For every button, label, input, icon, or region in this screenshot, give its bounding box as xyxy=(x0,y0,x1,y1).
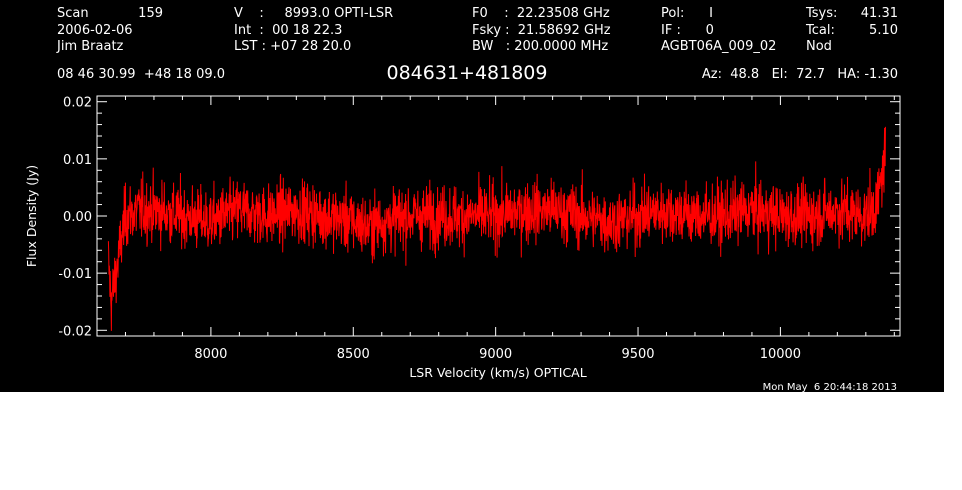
y-tick-label: 0.01 xyxy=(63,153,92,168)
sky-frequency-line: Fsky : 21.58692 GHz xyxy=(472,23,611,38)
project-id: AGBT06A_009_02 xyxy=(661,39,776,54)
x-tick-label: 9000 xyxy=(479,347,512,362)
y-tick-label: -0.02 xyxy=(58,324,92,339)
velocity-line: V : 8993.0 OPTI-LSR xyxy=(234,6,393,21)
tsys-value: 41.31 xyxy=(861,6,898,21)
bandwidth-line: BW : 200.0000 MHz xyxy=(472,39,608,54)
observer-name: Jim Braatz xyxy=(56,39,124,54)
y-axis-label: Flux Density (Jy) xyxy=(24,165,39,267)
x-tick-label: 8500 xyxy=(337,347,370,362)
y-tick-label: 0.02 xyxy=(63,96,92,111)
y-axis-ticks: -0.02 -0.01 0.00 0.01 0.02 xyxy=(58,96,900,339)
if-line: IF : 0 xyxy=(661,23,714,38)
integration-line: Int : 00 18 22.3 xyxy=(234,23,342,38)
x-tick-label: 10000 xyxy=(760,347,801,362)
spectrum-trace xyxy=(107,126,887,331)
spectrum-plot: Scan 159 2006-02-06 Jim Braatz V : 8993.… xyxy=(24,6,901,392)
source-name: 084631+481809 xyxy=(387,62,548,84)
y-tick-label: 0.00 xyxy=(63,210,92,225)
x-tick-label: 8000 xyxy=(194,347,227,362)
source-coordinates: 08 46 30.99 +48 18 09.0 xyxy=(57,67,225,82)
tcal-label: Tcal: xyxy=(805,23,835,38)
x-axis-label: LSR Velocity (km/s) OPTICAL xyxy=(409,365,586,380)
polarization-line: Pol: I xyxy=(661,6,713,21)
tsys-label: Tsys: xyxy=(805,6,837,21)
observing-mode: Nod xyxy=(806,39,832,54)
rest-frequency-line: F0 : 22.23508 GHz xyxy=(472,6,610,21)
y-tick-label: -0.01 xyxy=(58,267,92,282)
x-axis-ticks: 8000 8500 9000 9500 10000 xyxy=(124,96,895,362)
obs-date: 2006-02-06 xyxy=(57,23,133,38)
lst-line: LST : +07 28 20.0 xyxy=(234,39,351,54)
scan-label: Scan xyxy=(57,6,89,21)
tcal-value: 5.10 xyxy=(869,23,898,38)
plot-timestamp: Mon May 6 20:44:18 2013 xyxy=(763,382,897,392)
scan-value: 159 xyxy=(138,6,163,21)
az-el-ha: Az: 48.8 El: 72.7 HA: -1.30 xyxy=(702,67,898,82)
spectrum-panel: Scan 159 2006-02-06 Jim Braatz V : 8993.… xyxy=(0,0,944,392)
x-tick-label: 9500 xyxy=(621,347,654,362)
